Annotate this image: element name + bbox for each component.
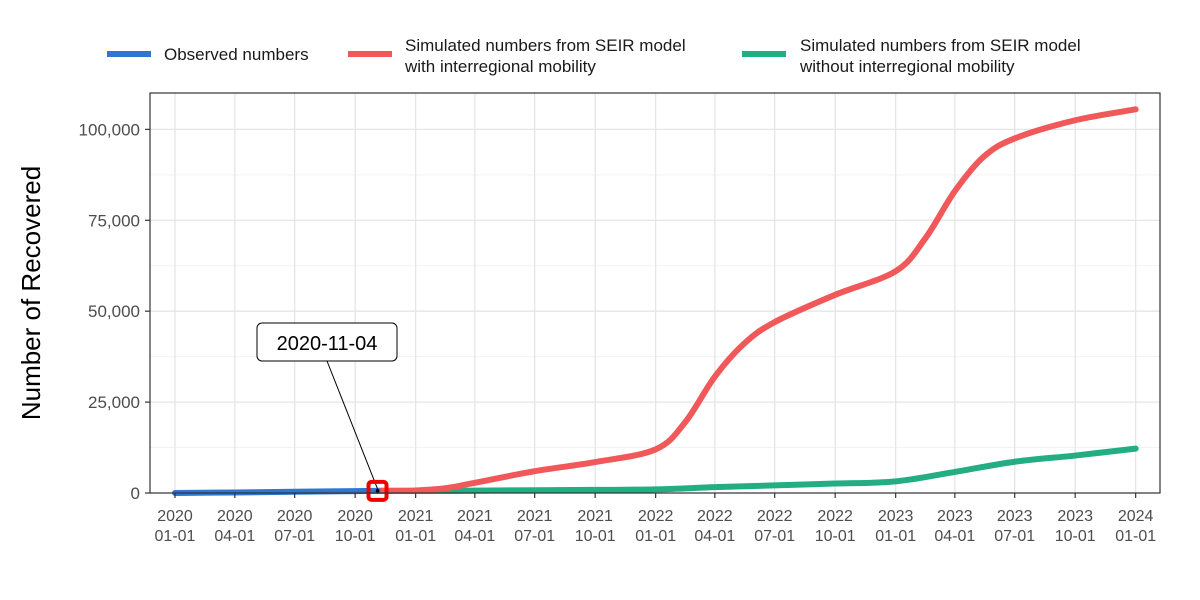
y-tick-label: 0 [131,484,140,503]
legend-item: Observed numbers [107,45,309,64]
legend-label: Observed numbers [164,45,309,64]
legend-label: Simulated numbers from SEIR model with in… [404,36,686,76]
x-tick-label: 2023 07-01 [994,508,1035,545]
x-tick-label: 2023 04-01 [934,508,975,545]
x-tick-label: 2024 01-01 [1115,508,1156,545]
x-tick-label: 2020 04-01 [214,508,255,545]
grid [150,93,1160,494]
x-tick-label: 2020 07-01 [274,508,315,545]
x-tick-label: 2023 10-01 [1055,508,1096,545]
annotation-point [375,489,380,493]
x-tick-label: 2022 04-01 [694,508,735,545]
legend: Observed numbers Simulated numbers from S… [107,36,1081,76]
panel-border [149,92,1161,494]
annotation-marker [366,479,389,502]
x-tick-label: 2021 10-01 [575,508,616,545]
series-with-mobility [374,106,1139,494]
x-tick-label: 2022 07-01 [754,508,795,545]
x-axis: 2020 01-01 2020 04-01 2020 07-01 2020 10-01 2021… [155,493,1156,545]
legend-item: Simulated numbers from SEIR model without… [742,36,1081,76]
y-axis: 0 25,000 50,000 75,000 100,000 [79,120,150,503]
x-tick-label: 2021 01-01 [395,508,436,545]
y-tick-label: 50,000 [88,302,140,321]
y-tick-label: 75,000 [88,211,140,230]
series-without-mobility [374,445,1139,494]
x-tick-label: 2020 10-01 [335,508,376,545]
x-tick-label: 2020 01-01 [155,508,196,545]
x-tick-label: 2023 01-01 [875,508,916,545]
legend-label: Simulated numbers from SEIR model without… [799,36,1081,76]
y-tick-label: 100,000 [79,120,140,139]
annotation-label-box [256,322,398,362]
x-tick-label: 2022 01-01 [635,508,676,545]
x-tick-label: 2021 04-01 [454,508,495,545]
annotation: 2020-11-04 [256,322,398,502]
legend-item: Simulated numbers from SEIR model with in… [348,36,686,76]
x-tick-label: 2022 10-01 [815,508,856,545]
annotation-label: 2020-11-04 [277,333,378,355]
y-axis-title: Number of Recovered [16,166,46,420]
x-tick-label: 2021 07-01 [514,508,555,545]
y-tick-label: 25,000 [88,393,140,412]
annotation-leader-line [326,360,378,490]
